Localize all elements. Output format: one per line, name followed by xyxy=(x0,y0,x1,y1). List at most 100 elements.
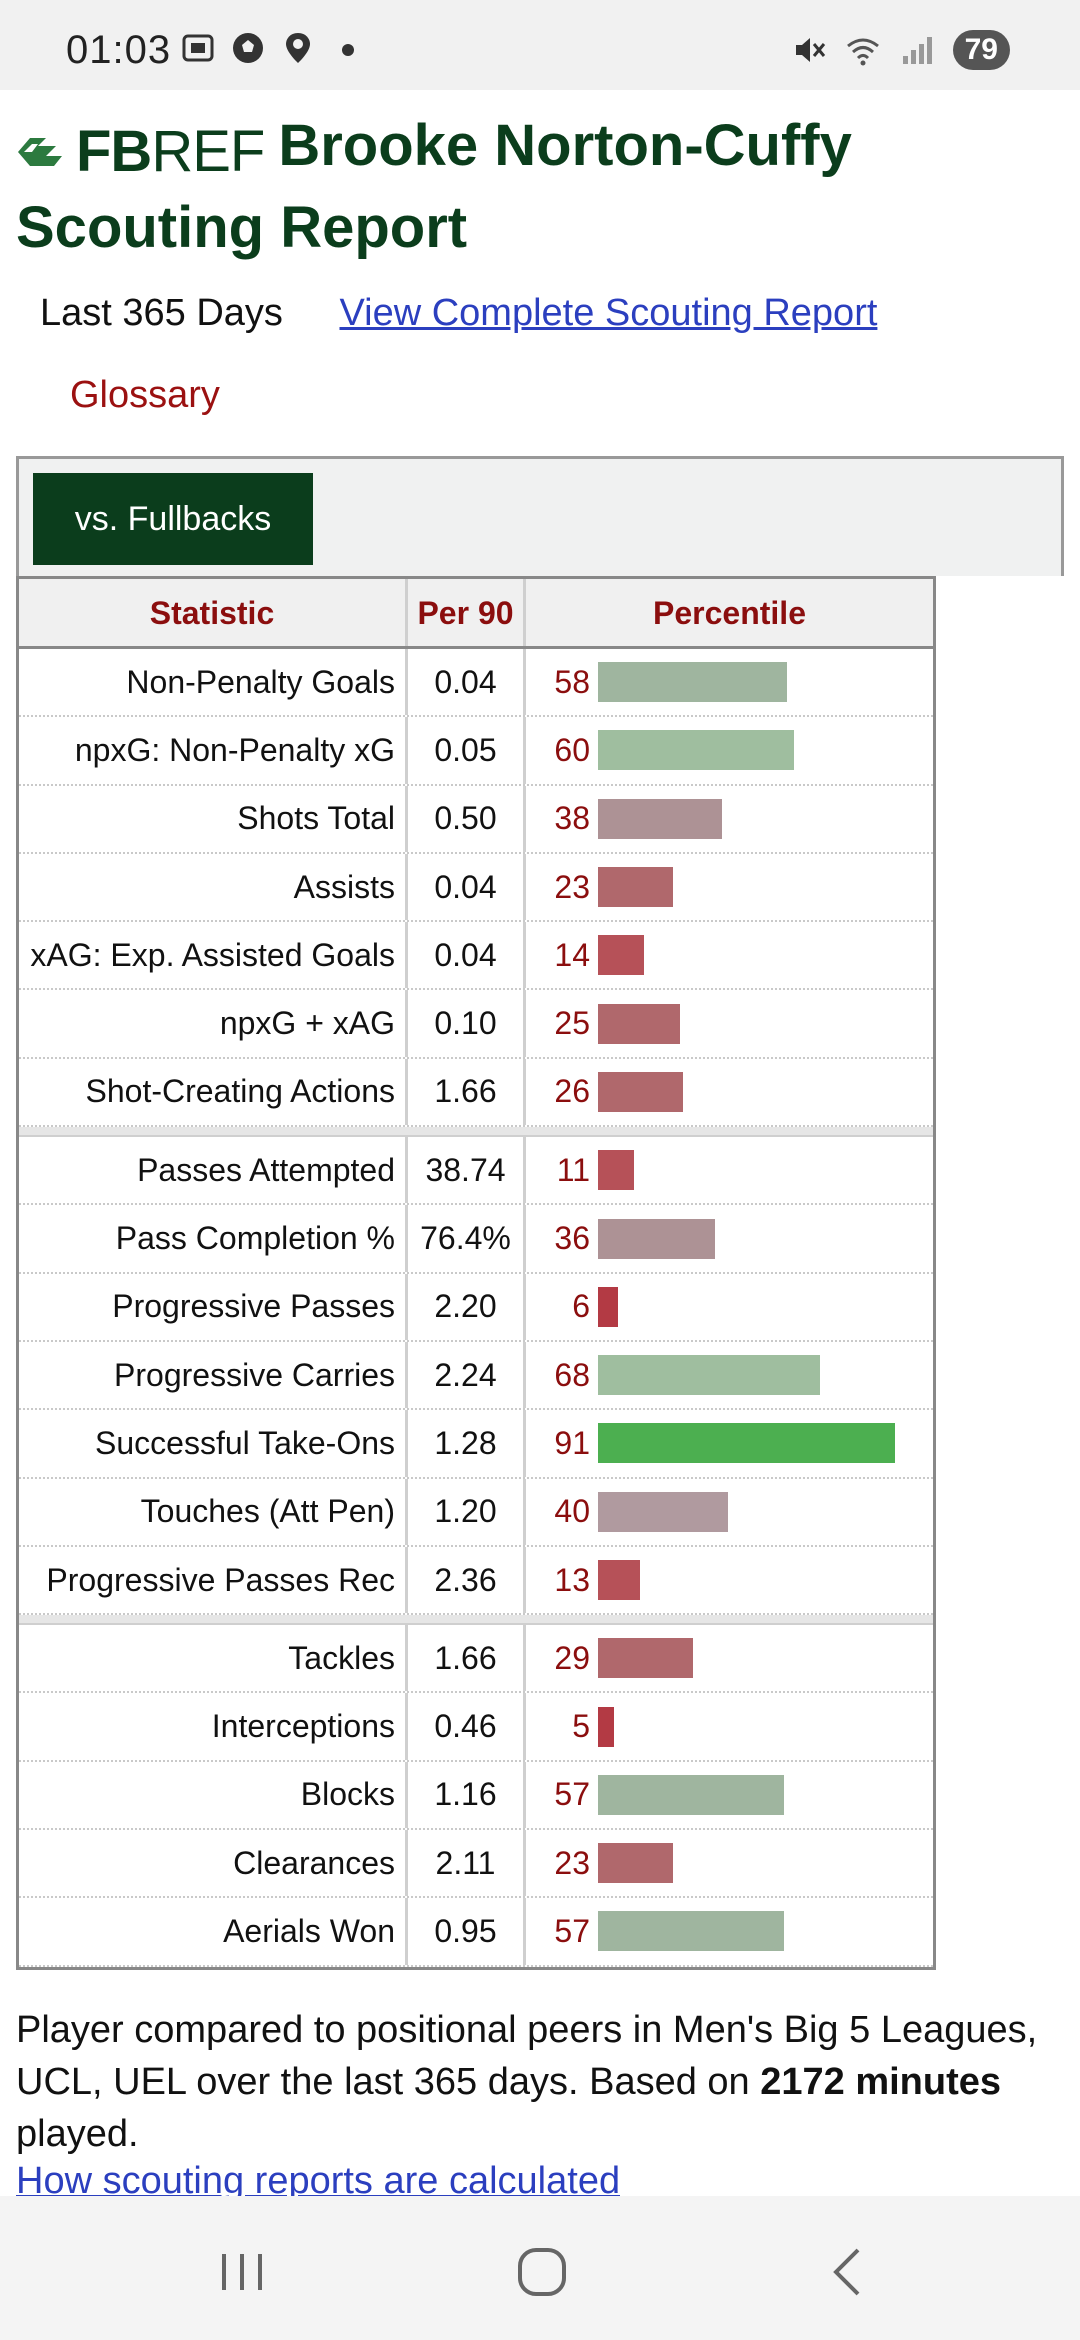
per90-value: 0.04 xyxy=(408,853,526,921)
percentile-bar xyxy=(598,1286,618,1327)
stat-name: Passes Attempted xyxy=(19,1137,408,1204)
percentile-value: 23 xyxy=(554,1844,590,1881)
home-icon[interactable] xyxy=(512,2242,572,2302)
filter-bar: vs. Fullbacks xyxy=(16,456,1064,576)
percentile-value: 40 xyxy=(554,1493,590,1530)
percentile-cell: 13 xyxy=(526,1547,933,1613)
percentile-bar xyxy=(598,867,673,908)
stat-name: Shots Total xyxy=(19,785,408,852)
per90-value: 0.46 xyxy=(408,1693,526,1760)
view-complete-report-link[interactable]: View Complete Scouting Report xyxy=(339,292,878,334)
table-row: Passes Attempted 38.74 11 xyxy=(19,1137,933,1206)
page-header: FBREF Brooke Norton-Cuffy Scouting Repor… xyxy=(16,108,1056,266)
recent-apps-icon[interactable] xyxy=(212,2242,272,2302)
per90-value: 2.36 xyxy=(408,1546,526,1614)
table-row: Shot-Creating Actions 1.66 26 xyxy=(19,1058,933,1128)
per90-value: 1.20 xyxy=(408,1478,526,1545)
table-row: Blocks 1.16 57 xyxy=(19,1761,933,1831)
percentile-value: 38 xyxy=(554,800,590,837)
percentile-cell: 5 xyxy=(526,1693,933,1759)
how-calculated-link[interactable]: How scouting reports are calculated xyxy=(16,2160,621,2196)
group-separator xyxy=(19,1615,933,1626)
percentile-bar xyxy=(598,1560,641,1600)
comparison-note: Player compared to positional peers in M… xyxy=(16,2004,1056,2160)
percentile-cell: 58 xyxy=(526,649,933,715)
per90-value: 1.66 xyxy=(408,1625,526,1692)
percentile-value: 6 xyxy=(572,1288,590,1325)
page-title: FBREF Brooke Norton-Cuffy Scouting Repor… xyxy=(16,108,1056,266)
note-minutes: 2172 minutes xyxy=(760,2061,1002,2103)
table-body: Non-Penalty Goals 0.04 58 npxG: Non-Penalty… xyxy=(19,649,933,1967)
stat-name: Touches (Att Pen) xyxy=(19,1478,408,1545)
stat-name: npxG: Non-Penalty xG xyxy=(19,717,408,784)
table-row: Clearances 2.11 23 xyxy=(19,1830,933,1899)
status-time: 01:03 xyxy=(66,28,172,72)
percentile-value: 14 xyxy=(554,936,590,973)
mute-icon xyxy=(795,38,825,62)
table-row: Shots Total 0.50 38 xyxy=(19,785,933,854)
percentile-value: 36 xyxy=(554,1220,590,1257)
percentile-cell: 25 xyxy=(526,990,933,1056)
percentile-value: 13 xyxy=(554,1561,590,1598)
per90-value: 2.24 xyxy=(408,1341,526,1409)
percentile-cell: 11 xyxy=(526,1137,933,1203)
per90-value: 38.74 xyxy=(408,1137,526,1204)
stat-name: Tackles xyxy=(19,1625,408,1692)
logo-ref: REF xyxy=(151,119,265,184)
percentile-cell: 91 xyxy=(526,1410,933,1476)
location-icon xyxy=(286,33,310,63)
percentile-bar xyxy=(598,1150,634,1191)
table-row: Progressive Carries 2.24 68 xyxy=(19,1341,933,1411)
percentile-cell: 38 xyxy=(526,786,933,852)
per90-value: 0.95 xyxy=(408,1898,526,1965)
stat-name: Pass Completion % xyxy=(19,1205,408,1272)
table-row: Interceptions 0.46 5 xyxy=(19,1693,933,1762)
stat-name: xAG: Exp. Assisted Goals xyxy=(19,922,408,989)
stat-name: Clearances xyxy=(19,1830,408,1897)
percentile-bar xyxy=(598,1355,820,1396)
percentile-bar xyxy=(598,1638,693,1679)
stat-name: Non-Penalty Goals xyxy=(19,649,408,716)
table-row: Progressive Passes 2.20 6 xyxy=(19,1273,933,1342)
per90-value: 0.04 xyxy=(408,649,526,716)
header-statistic[interactable]: Statistic xyxy=(19,579,408,646)
table-row: npxG: Non-Penalty xG 0.05 60 xyxy=(19,717,933,786)
percentile-bar xyxy=(598,1071,683,1112)
stat-name: Progressive Passes xyxy=(19,1273,408,1340)
percentile-bar xyxy=(598,1218,716,1259)
battery-indicator: 79 xyxy=(952,30,1010,70)
percentile-value: 57 xyxy=(554,1912,590,1949)
per90-value: 1.16 xyxy=(408,1761,526,1829)
fbref-logo[interactable]: FBREF xyxy=(16,114,265,190)
logo-text: FBREF xyxy=(76,114,265,190)
wifi-icon xyxy=(846,38,879,66)
per90-value: 0.10 xyxy=(408,990,526,1057)
percentile-bar xyxy=(598,1003,680,1044)
percentile-value: 58 xyxy=(554,663,590,700)
note-text-before: Player compared to positional peers in M… xyxy=(16,2009,1038,2103)
period-label: Last 365 Days xyxy=(40,292,283,334)
report-title: Scouting Report xyxy=(16,195,468,260)
header-percentile[interactable]: Percentile xyxy=(653,595,806,631)
percentile-bar xyxy=(598,1491,729,1532)
header-per90[interactable]: Per 90 xyxy=(408,579,526,646)
stat-name: Interceptions xyxy=(19,1693,408,1760)
stat-name: Successful Take-Ons xyxy=(19,1410,408,1477)
percentile-value: 26 xyxy=(554,1073,590,1110)
table-row: Assists 0.04 23 xyxy=(19,853,933,923)
table-row: xAG: Exp. Assisted Goals 0.04 14 xyxy=(19,922,933,991)
percentile-cell: 26 xyxy=(526,1059,933,1125)
percentile-cell: 40 xyxy=(526,1479,933,1545)
vs-fullbacks-button[interactable]: vs. Fullbacks xyxy=(33,473,313,565)
back-icon[interactable] xyxy=(818,2242,878,2302)
status-bar: 01:03 xyxy=(0,0,1080,90)
per90-value: 1.66 xyxy=(408,1058,526,1126)
glossary-link[interactable]: Glossary xyxy=(70,374,220,416)
stat-name: Blocks xyxy=(19,1761,408,1829)
report-links: Last 365 Days View Complete Scouting Rep… xyxy=(40,292,877,335)
navigation-bar xyxy=(0,2196,1080,2340)
per90-value: 0.05 xyxy=(408,717,526,784)
percentile-cell: 23 xyxy=(526,1830,933,1896)
fbref-logo-icon xyxy=(18,138,62,166)
status-left-icons xyxy=(180,30,366,66)
